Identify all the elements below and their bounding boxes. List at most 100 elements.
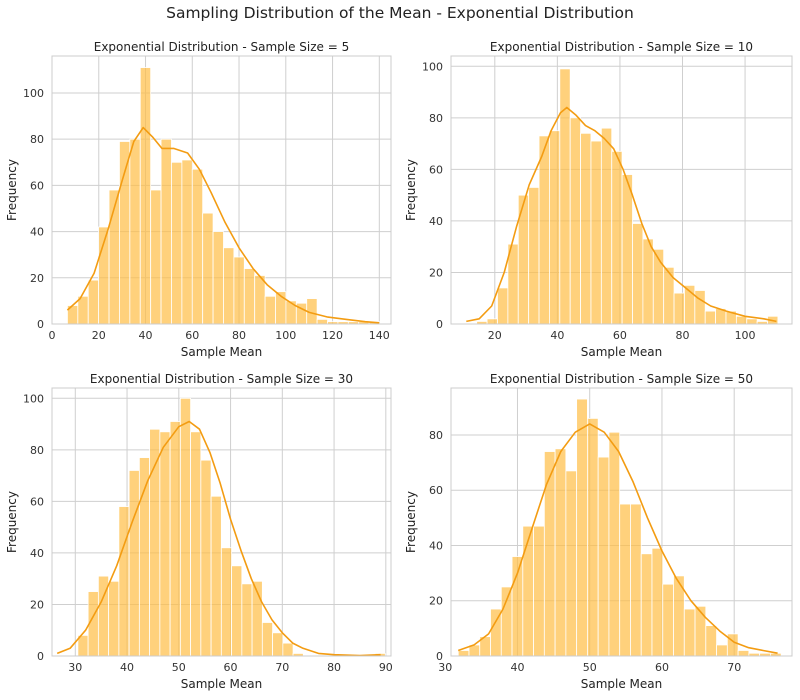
histogram-bar: [272, 632, 284, 657]
histogram-bar: [261, 622, 273, 657]
histogram-bar: [533, 525, 545, 657]
histogram-bar: [254, 275, 266, 325]
plot-area: 30 40 50 60 70 0 20 40 60 80 Exponential Distribut…: [404, 372, 793, 691]
histogram-bar: [621, 174, 633, 325]
axes-frame: [51, 387, 392, 657]
histogram-bar: [619, 503, 631, 657]
x-axis-label: Sample Mean: [581, 345, 663, 359]
y-tick-label: 80: [30, 444, 44, 457]
x-tick-label: 30: [438, 661, 452, 674]
x-tick-label: 0: [49, 329, 56, 342]
x-tick-label: 80: [327, 661, 341, 674]
kde-line: [457, 423, 778, 654]
y-tick-label: 60: [429, 163, 443, 176]
histogram-bar: [282, 642, 294, 657]
histogram-bar: [559, 68, 571, 325]
histogram-bar: [580, 132, 592, 325]
histogram-bar: [169, 421, 181, 657]
histogram-bar: [705, 625, 717, 657]
histogram-bar: [683, 608, 696, 657]
histogram-bar: [554, 448, 567, 657]
axes-frame: [51, 55, 392, 325]
histogram-bar: [171, 161, 183, 325]
histogram-bar: [569, 117, 581, 325]
panel-title: Exponential Distribution - Sample Size =…: [90, 372, 353, 386]
x-tick-label: 20: [488, 329, 502, 342]
histogram-bar: [108, 580, 120, 657]
histogram-bar: [716, 644, 728, 657]
x-tick-label: 50: [583, 661, 597, 674]
y-axis-label: Frequency: [5, 491, 19, 553]
histogram-bar: [457, 650, 470, 657]
histogram-bar: [159, 431, 171, 657]
y-tick-label: 0: [436, 318, 443, 331]
x-tick-label: 140: [369, 329, 390, 342]
panel-title: Exponential Distribution - Sample Size =…: [94, 40, 350, 54]
plot-area: 30 40 50 60 70 80 90 0 20 40 60 80 100 Exponential Di…: [5, 372, 393, 691]
y-tick-label: 40: [30, 226, 44, 239]
histogram-bar: [549, 130, 561, 325]
histogram-bar: [200, 459, 212, 657]
histogram-bar: [212, 231, 224, 325]
plot-area: 0 20 40 60 80 100 120 140 0 20 40 60 80 100 Exponentia…: [5, 40, 392, 359]
histogram-bar: [735, 315, 748, 325]
histogram-bar: [231, 565, 243, 657]
y-tick-label: 40: [429, 215, 443, 228]
y-tick-label: 80: [30, 133, 44, 146]
histogram-bar: [652, 248, 665, 325]
x-tick-label: 60: [613, 329, 627, 342]
histogram-bar: [630, 503, 642, 657]
chart-panel-sample-size-10: 20 40 60 80 100 0 20 40 60 80 100 Exponential Distr…: [404, 40, 793, 359]
x-axis-label: Sample Mean: [581, 677, 663, 691]
histogram-bar: [694, 290, 706, 325]
plot-area: 20 40 60 80 100 0 20 40 60 80 100 Exponential Distr…: [404, 40, 793, 359]
y-tick-label: 60: [30, 179, 44, 192]
histogram-bar: [149, 428, 161, 657]
histogram-bar: [316, 318, 328, 325]
histogram-bar: [486, 318, 498, 325]
x-tick-label: 100: [275, 329, 296, 342]
x-tick-label: 30: [68, 661, 82, 674]
panel-title: Exponential Distribution - Sample Size =…: [490, 372, 753, 386]
x-tick-label: 70: [727, 661, 741, 674]
histogram-bar: [129, 138, 141, 325]
histogram-bar: [241, 583, 253, 657]
figure-title: Sampling Distribution of the Mean - Expo…: [166, 4, 634, 22]
histogram-bar: [139, 67, 152, 325]
y-tick-label: 60: [30, 495, 44, 508]
x-tick-label: 70: [275, 661, 289, 674]
histogram-bar: [640, 553, 653, 657]
kde-line: [66, 126, 380, 324]
histogram-bar: [181, 159, 193, 325]
y-axis-label: Frequency: [404, 159, 418, 221]
histogram-bar: [202, 212, 214, 325]
y-axis-label: Frequency: [5, 159, 19, 221]
y-tick-label: 0: [37, 318, 44, 331]
histogram-bar: [586, 417, 599, 657]
chart-panel-sample-size-50: 30 40 50 60 70 0 20 40 60 80 Exponential Distribut…: [404, 372, 793, 691]
histogram-bar: [642, 238, 654, 325]
histogram-bar: [673, 292, 685, 325]
y-tick-label: 100: [23, 87, 44, 100]
histogram-bar: [662, 583, 674, 657]
histogram-bar: [694, 605, 707, 657]
axes-frame: [450, 55, 793, 325]
x-tick-label: 120: [322, 329, 343, 342]
x-tick-label: 60: [185, 329, 199, 342]
x-tick-label: 60: [224, 661, 238, 674]
y-tick-label: 40: [30, 547, 44, 560]
x-tick-label: 90: [379, 661, 393, 674]
x-tick-label: 40: [550, 329, 564, 342]
histogram-bar: [191, 168, 204, 325]
y-tick-label: 20: [429, 266, 443, 279]
y-tick-label: 60: [429, 484, 443, 497]
x-tick-label: 100: [735, 329, 756, 342]
histogram-bar: [746, 318, 758, 325]
y-tick-label: 100: [422, 60, 443, 73]
x-axis-label: Sample Mean: [181, 677, 263, 691]
kde-line: [466, 106, 777, 323]
histogram-bar: [538, 135, 550, 325]
histogram-bar: [233, 256, 245, 325]
chart-panel-sample-size-30: 30 40 50 60 70 80 90 0 20 40 60 80 100 Exponential Di…: [5, 372, 393, 691]
x-tick-label: 80: [232, 329, 246, 342]
